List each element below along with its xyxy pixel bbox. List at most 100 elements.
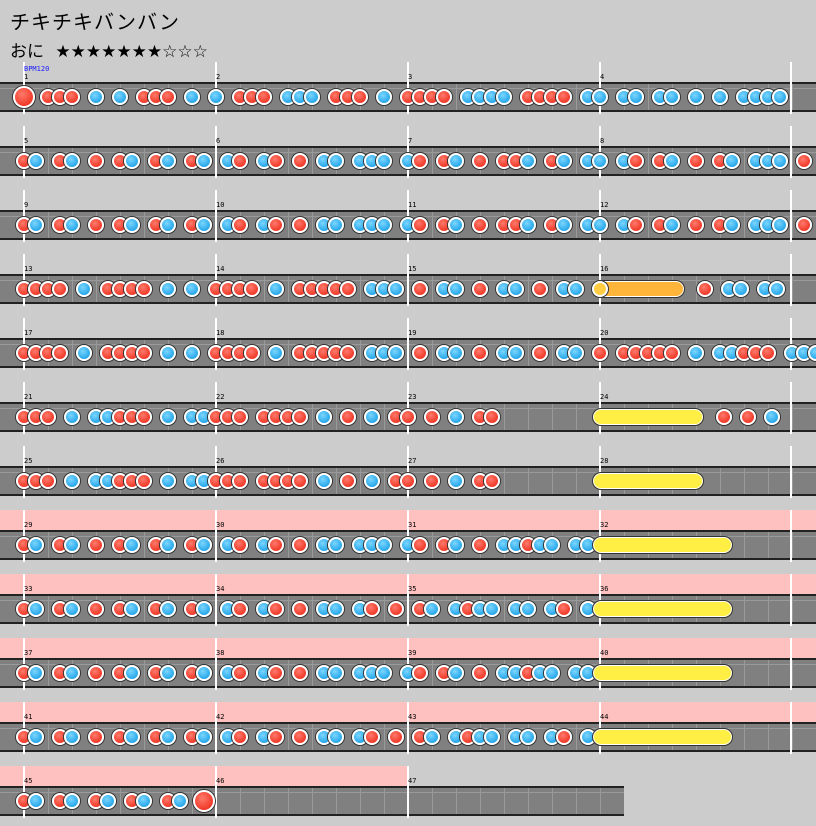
- ka-note: [160, 217, 176, 233]
- beat-line: [312, 660, 313, 686]
- ka-note: [28, 537, 44, 553]
- don-note: [232, 537, 248, 553]
- ka-note: [520, 153, 536, 169]
- ka-note: [448, 153, 464, 169]
- don-note: [484, 473, 500, 489]
- ka-note: [328, 217, 344, 233]
- don-note: [268, 217, 284, 233]
- ka-note: [160, 665, 176, 681]
- beat-line: [312, 148, 313, 174]
- don-note: [88, 153, 104, 169]
- measure-number: 5: [24, 137, 29, 145]
- ka-note: [28, 793, 44, 809]
- beat-line: [144, 212, 145, 238]
- ka-note: [592, 217, 608, 233]
- measure-number: 9: [24, 201, 29, 209]
- ka-note: [184, 281, 200, 297]
- ka-note: [568, 345, 584, 361]
- don-note: [472, 217, 488, 233]
- beat-line: [96, 276, 97, 302]
- ka-note: [64, 153, 80, 169]
- measure-barline: [23, 638, 25, 690]
- ka-note: [508, 281, 524, 297]
- beat-line: [144, 148, 145, 174]
- measure-number: 7: [408, 137, 413, 145]
- measure-barline: [407, 574, 409, 626]
- don-note: [136, 473, 152, 489]
- beat-line: [336, 404, 337, 430]
- beat-line: [576, 404, 577, 430]
- measure-barline: [407, 638, 409, 690]
- ka-note: [160, 153, 176, 169]
- ka-note: [124, 729, 140, 745]
- ka-note: [160, 473, 176, 489]
- beat-line: [552, 468, 553, 494]
- ka-note: [124, 217, 140, 233]
- ka-note: [76, 281, 92, 297]
- ka-note: [808, 345, 816, 361]
- don-note: [232, 409, 248, 425]
- row-end-barline: [790, 190, 792, 242]
- ka-note: [724, 217, 740, 233]
- don-note: [292, 665, 308, 681]
- measure-number: 28: [600, 457, 609, 465]
- chart-row: 29 30 31 32: [0, 510, 816, 570]
- beat-line: [744, 660, 745, 686]
- beat-line: [144, 532, 145, 558]
- measure-number: 39: [408, 649, 417, 657]
- ka-note: [376, 217, 392, 233]
- beat-line: [744, 212, 745, 238]
- beat-line: [72, 276, 73, 302]
- beat-line: [648, 148, 649, 174]
- drumroll: [592, 664, 733, 682]
- don-note: [556, 729, 572, 745]
- ka-note: [376, 537, 392, 553]
- ka-note: [328, 153, 344, 169]
- row-end-barline: [790, 126, 792, 178]
- don-note: [472, 153, 488, 169]
- beat-line: [744, 724, 745, 750]
- ka-note: [448, 665, 464, 681]
- chart-row: 41 42 43 44: [0, 702, 816, 762]
- don-note: [160, 89, 176, 105]
- ka-note: [448, 409, 464, 425]
- measure-number: 44: [600, 713, 609, 721]
- beat-line: [48, 788, 49, 814]
- ka-note: [100, 793, 116, 809]
- measure-number: 15: [408, 265, 417, 273]
- don-note: [244, 345, 260, 361]
- measure-number: 32: [600, 521, 609, 529]
- beat-line: [576, 468, 577, 494]
- measure-barline: [215, 318, 217, 370]
- don-note: [268, 601, 284, 617]
- ka-note: [768, 281, 785, 297]
- don-note: [88, 729, 104, 745]
- beat-line: [264, 340, 265, 366]
- don-note: [364, 601, 380, 617]
- ka-note: [764, 409, 780, 425]
- ka-note: [424, 729, 440, 745]
- ka-note: [448, 537, 464, 553]
- beat-line: [528, 340, 529, 366]
- measure-barline: [407, 510, 409, 562]
- beat-line: [744, 468, 745, 494]
- measure-barline: [23, 766, 25, 818]
- measure-number: 46: [216, 777, 225, 785]
- don-note: [88, 537, 104, 553]
- row-end-barline: [790, 574, 792, 626]
- measure-number: 24: [600, 393, 609, 401]
- ka-note: [208, 89, 224, 105]
- beat-line: [768, 468, 769, 494]
- measure-barline: [215, 510, 217, 562]
- don-note: [628, 217, 644, 233]
- don-note: [268, 153, 284, 169]
- beat-line: [288, 660, 289, 686]
- ka-note: [196, 665, 212, 681]
- don-note: [412, 217, 428, 233]
- beat-line: [744, 148, 745, 174]
- don-note: [740, 409, 756, 425]
- measure-barline: [599, 126, 601, 178]
- don-note: [628, 153, 644, 169]
- don-note: [292, 601, 308, 617]
- ka-note: [664, 89, 680, 105]
